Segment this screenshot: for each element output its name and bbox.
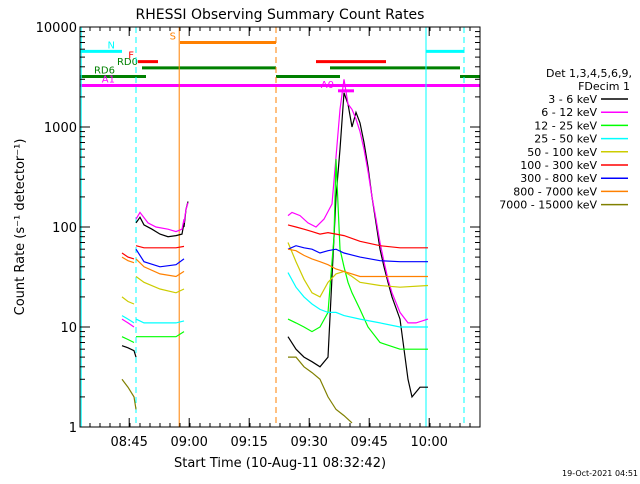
series-line	[121, 315, 135, 324]
y-tick-label: 100	[52, 221, 77, 236]
series-line	[288, 356, 353, 424]
flag-layer: NSFRD0RD6A0A1	[80, 31, 480, 93]
series-line	[121, 296, 135, 305]
flag-label: RD0	[117, 57, 138, 68]
axis-layer: 08:45 09:00 09:15 09:30 09:45 10:00 1 10 100 1000…	[36, 21, 481, 450]
legend-label: 12 - 25 keV	[534, 119, 597, 132]
series-line	[287, 79, 429, 324]
y-tick-label: 1000	[44, 121, 77, 136]
series-line	[121, 345, 137, 358]
legend-label: 3 - 6 keV	[548, 93, 597, 106]
legend-label: 800 - 7000 keV	[513, 185, 597, 198]
x-tick-label: 10:00	[410, 435, 447, 450]
vertical-marker-layer	[80, 27, 465, 427]
footer-timestamp: 19-Oct-2021 04:51	[562, 469, 638, 478]
flag-label: N	[108, 40, 115, 51]
series-line	[135, 248, 185, 268]
series-line	[287, 92, 428, 399]
series-line	[135, 216, 185, 238]
y-tick-label: 10000	[36, 21, 77, 36]
series-line	[183, 202, 189, 223]
legend-label: 300 - 800 keV	[520, 172, 597, 185]
x-tick-label: 09:15	[230, 435, 267, 450]
series-line	[121, 252, 135, 260]
flag-label: S	[170, 31, 176, 42]
flag-label: F	[128, 51, 134, 62]
series-line	[135, 211, 185, 233]
series-layer	[121, 79, 429, 424]
x-tick-label: 09:45	[350, 435, 387, 450]
legend-label: 25 - 50 keV	[534, 133, 597, 146]
series-line	[135, 276, 185, 294]
series-line	[287, 245, 428, 263]
series-line	[287, 158, 428, 350]
x-axis-label: Start Time (10-Aug-11 08:32:42)	[174, 456, 386, 471]
series-line	[121, 256, 135, 264]
chart-title: RHESSI Observing Summary Count Rates	[136, 7, 425, 23]
x-tick-label: 09:30	[290, 435, 327, 450]
series-line	[121, 318, 135, 328]
legend-label: 100 - 300 keV	[520, 159, 597, 172]
legend-label: 50 - 100 keV	[527, 146, 597, 159]
series-line	[136, 331, 185, 338]
series-line	[121, 378, 137, 410]
series-line	[287, 242, 429, 298]
legend-label: 7000 - 15000 keV	[499, 199, 597, 212]
flag-label: A1	[102, 75, 115, 86]
series-line	[287, 272, 428, 328]
y-axis-label: Count Rate (s⁻¹ detector⁻¹)	[13, 139, 28, 316]
y-tick-label: 1	[69, 421, 77, 436]
series-line	[135, 318, 185, 324]
series-line	[135, 245, 185, 249]
series-line	[287, 224, 428, 249]
legend-header-line-1: Det 1,3,4,5,6,9,	[546, 67, 632, 80]
x-tick-label: 08:45	[110, 435, 147, 450]
legend-header-line-2: FDecim 1	[578, 80, 630, 93]
series-line	[121, 336, 135, 344]
y-tick-label: 10	[60, 321, 77, 336]
x-tick-label: 09:00	[170, 435, 207, 450]
series-line	[287, 248, 428, 278]
flag-label: RD6	[94, 65, 115, 76]
series-line	[135, 258, 185, 278]
legend-label: 6 - 12 keV	[541, 106, 597, 119]
